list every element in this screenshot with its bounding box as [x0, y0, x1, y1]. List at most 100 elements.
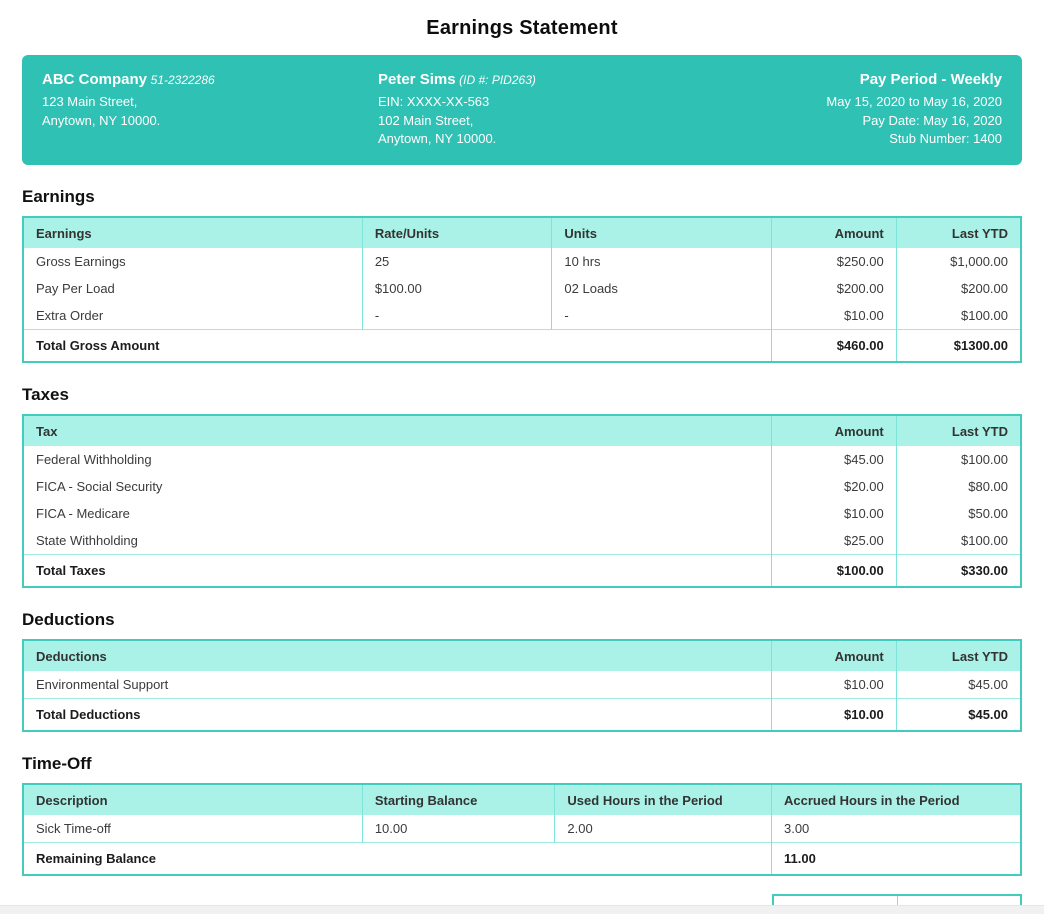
deductions-total-row: Total Deductions $10.00 $45.00: [23, 697, 1021, 731]
column-header: Amount: [771, 414, 897, 446]
deductions-header-row: Deductions Amount Last YTD: [23, 639, 1021, 671]
column-header: Description: [23, 783, 363, 815]
company-tax-id: 51-2322286: [150, 73, 215, 87]
cell: -: [551, 301, 772, 330]
total-label: Total Gross Amount: [23, 328, 772, 362]
time-off-header-row: Description Starting Balance Used Hours …: [23, 783, 1021, 815]
cell: Gross Earnings: [36, 253, 126, 269]
tax-row: FICA - Social Security $20.00 $80.00: [23, 472, 1021, 500]
earnings-heading: Earnings: [22, 186, 95, 206]
cell: 25: [361, 247, 552, 275]
cell: $200.00: [895, 274, 1021, 302]
column-header: Amount: [770, 216, 897, 248]
company-address-line2: Anytown, NY 10000.: [42, 112, 161, 128]
deductions-section: Deductions Deductions Amount Last YTD En…: [22, 610, 1022, 732]
cell: $25.00: [771, 526, 897, 555]
employee-address-line2: Anytown, NY 10000.: [378, 131, 497, 147]
time-off-heading: Time-Off: [22, 753, 92, 773]
total-amount: $460.00: [770, 328, 897, 362]
column-header: Earnings: [23, 216, 363, 248]
cell: State Withholding: [36, 532, 138, 548]
employee-info: Peter Sims (ID #: PID263) EIN: XXXX-XX-5…: [378, 69, 702, 149]
cell: $45.00: [771, 445, 897, 473]
remaining-balance-value: 11.00: [770, 841, 1021, 875]
cell: $250.00: [770, 247, 897, 275]
employee-ein: EIN: XXXX-XX-563: [378, 94, 490, 110]
column-header: Amount: [771, 639, 897, 671]
earnings-table: Earnings Rate/Units Units Amount Last YT…: [22, 215, 1022, 363]
cell: $80.00: [895, 472, 1021, 500]
column-header: Units: [551, 216, 772, 248]
taxes-table: Tax Amount Last YTD Federal Withholding …: [22, 413, 1022, 588]
taxes-heading: Taxes: [22, 384, 69, 404]
cell: Environmental Support: [36, 676, 169, 692]
column-header: Deductions: [23, 639, 772, 671]
deductions-table: Deductions Amount Last YTD Environmental…: [22, 638, 1022, 732]
pay-period-info: Pay Period - Weekly May 15, 2020 to May …: [702, 69, 1002, 149]
total-amount: $10.00: [771, 697, 897, 731]
company-info: ABC Company 51-2322286 123 Main Street, …: [42, 69, 378, 149]
cell: Federal Withholding: [36, 451, 152, 467]
tax-row: State Withholding $25.00 $100.00: [23, 526, 1021, 555]
total-ytd: $45.00: [895, 697, 1021, 731]
page-title: Earnings Statement: [426, 17, 618, 39]
cell: $10.00: [771, 670, 897, 699]
taxes-header-row: Tax Amount Last YTD: [23, 414, 1021, 446]
total-amount: $100.00: [771, 553, 897, 587]
taxes-section: Taxes Tax Amount Last YTD Federal Withho…: [22, 385, 1022, 588]
cell: FICA - Medicare: [36, 505, 130, 521]
cell: 02 Loads: [551, 274, 772, 302]
cell: 3.00: [770, 814, 1021, 843]
column-header: Starting Balance: [361, 783, 555, 815]
employee-name: Peter Sims: [378, 71, 456, 88]
cell: $100.00: [895, 526, 1021, 555]
cell: $1,000.00: [895, 247, 1021, 275]
tax-row: Federal Withholding $45.00 $100.00: [23, 445, 1021, 473]
earnings-total-row: Total Gross Amount $460.00 $1300.00: [23, 328, 1021, 362]
time-off-section: Time-Off Description Starting Balance Us…: [22, 754, 1022, 876]
total-label: Total Deductions: [23, 697, 772, 731]
earnings-row: Pay Per Load $100.00 02 Loads $200.00 $2…: [23, 274, 1021, 302]
cell: Extra Order: [36, 307, 104, 323]
column-header: Last YTD: [895, 216, 1021, 248]
deductions-heading: Deductions: [22, 609, 115, 629]
tax-row: FICA - Medicare $10.00 $50.00: [23, 499, 1021, 527]
cell: Pay Per Load: [36, 280, 115, 296]
cell: Sick Time-off: [36, 820, 111, 836]
cell: $45.00: [895, 670, 1021, 699]
pay-period-title: Pay Period - Weekly: [859, 71, 1002, 88]
cell: FICA - Social Security: [36, 478, 163, 494]
employee-id: (ID #: PID263): [459, 73, 536, 87]
earnings-section: Earnings Earnings Rate/Units Units Amoun…: [22, 187, 1022, 363]
cell: $200.00: [770, 274, 897, 302]
earnings-header-row: Earnings Rate/Units Units Amount Last YT…: [23, 216, 1021, 248]
column-header: Used Hours in the Period: [554, 783, 772, 815]
cell: -: [361, 301, 552, 330]
total-ytd: $330.00: [895, 553, 1021, 587]
page-bottom-strip: [0, 905, 1044, 914]
column-header: Accrued Hours in the Period: [770, 783, 1021, 815]
cell: 2.00: [554, 814, 772, 843]
cell: $50.00: [895, 499, 1021, 527]
pay-period-range: May 15, 2020 to May 16, 2020: [826, 94, 1002, 110]
total-ytd: $1300.00: [895, 328, 1021, 362]
column-header: Tax: [23, 414, 772, 446]
remaining-balance-row: Remaining Balance 11.00: [23, 841, 1021, 875]
total-label: Remaining Balance: [23, 841, 772, 875]
cell: 10 hrs: [551, 247, 772, 275]
total-label: Total Taxes: [23, 553, 772, 587]
cell: $10.00: [771, 499, 897, 527]
time-off-row: Sick Time-off 10.00 2.00 3.00: [23, 814, 1021, 843]
cell: $10.00: [770, 301, 897, 330]
time-off-table: Description Starting Balance Used Hours …: [22, 782, 1022, 876]
cell: $20.00: [771, 472, 897, 500]
column-header: Last YTD: [895, 639, 1021, 671]
statement-header-band: ABC Company 51-2322286 123 Main Street, …: [22, 55, 1022, 165]
cell: 10.00: [361, 814, 555, 843]
cell: $100.00: [895, 301, 1021, 330]
cell: $100.00: [895, 445, 1021, 473]
cell: $100.00: [361, 274, 552, 302]
pay-date: Pay Date: May 16, 2020: [862, 112, 1002, 128]
deduction-row: Environmental Support $10.00 $45.00: [23, 670, 1021, 699]
